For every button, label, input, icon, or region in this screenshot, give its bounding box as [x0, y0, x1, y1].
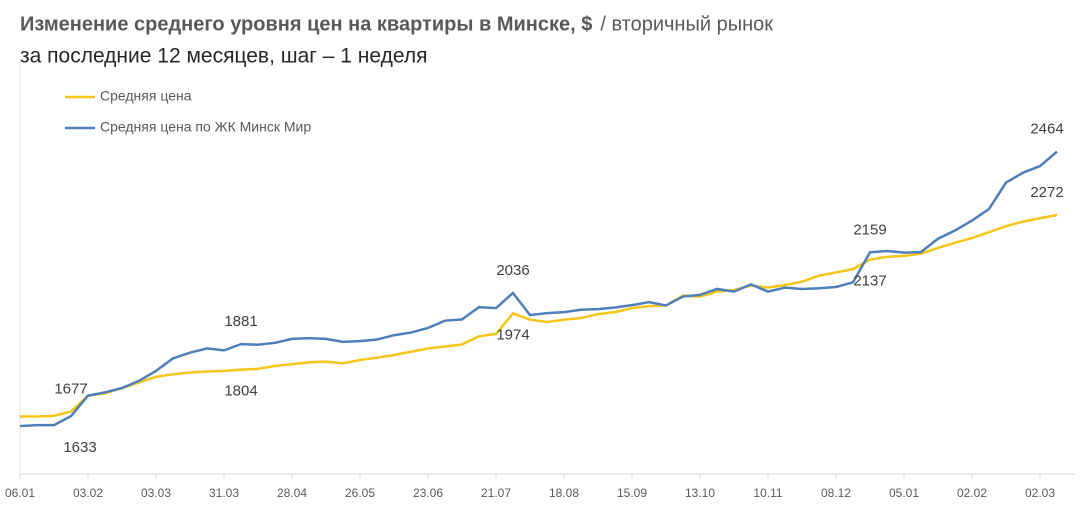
x-tick-label: 03.03 — [141, 486, 171, 500]
x-tick-label: 13.10 — [685, 486, 715, 500]
data-label: 2464 — [1030, 121, 1063, 138]
legend-label: Средняя цена по ЖК Минск Мир — [100, 119, 311, 135]
data-label: 1633 — [63, 439, 96, 456]
x-tick-label: 15.09 — [617, 486, 647, 500]
x-tick-label: 02.02 — [957, 486, 987, 500]
x-tick-label: 21.07 — [481, 486, 511, 500]
x-tick-label: 28.04 — [277, 486, 307, 500]
x-tick-label: 26.05 — [345, 486, 375, 500]
data-label: 2036 — [496, 262, 529, 279]
data-label: 1881 — [224, 313, 257, 330]
data-label: 1974 — [496, 326, 529, 343]
data-label: 2159 — [853, 221, 886, 238]
series-line — [20, 213, 1058, 418]
chart-title-suffix: / вторичный рынок — [600, 13, 773, 35]
x-tick-label: 08.12 — [821, 486, 851, 500]
x-tick-label: 18.08 — [549, 486, 579, 500]
x-tick-label: 10.11 — [753, 486, 782, 500]
data-label: 1804 — [224, 383, 257, 400]
x-tick-label: 02.03 — [1025, 486, 1055, 500]
data-label: 1677 — [54, 380, 87, 397]
legend-label: Средняя цена — [100, 88, 192, 104]
x-tick-label: 23.06 — [413, 486, 443, 500]
chart-subtitle: за последние 12 месяцев, шаг – 1 неделя — [20, 45, 427, 68]
series-line — [19, 150, 1058, 428]
x-tick-label: 31.03 — [209, 486, 239, 500]
x-tick-label: 05.01 — [889, 486, 919, 500]
x-tick-label: 03.02 — [73, 486, 103, 500]
x-tick-label: 06.01 — [5, 486, 35, 500]
chart-title: Изменение среднего уровня цен на квартир… — [20, 13, 592, 35]
data-label: 2137 — [853, 273, 886, 290]
data-label: 2272 — [1030, 184, 1063, 201]
